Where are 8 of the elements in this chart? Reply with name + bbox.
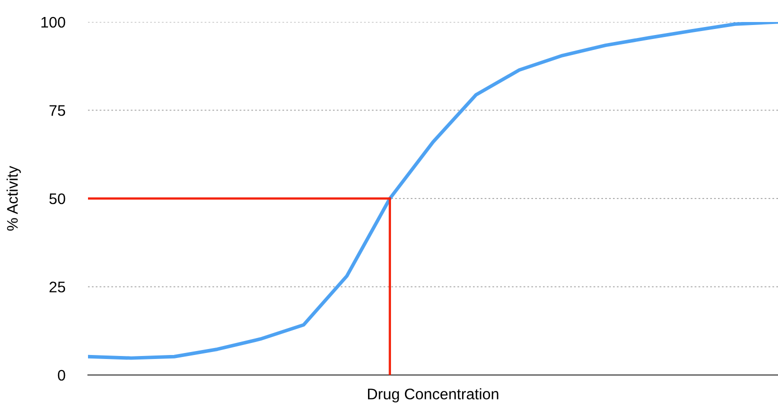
y-tick-label: 25 [50,282,66,292]
line-series [88,22,778,360]
y-tick-label: 75 [50,105,66,116]
y-tick-label: 100 [41,16,66,28]
y-axis-title: % Activity [6,166,21,231]
y-tick-label: 50 [49,193,66,204]
x-axis-title: Drug Concentration [368,388,498,402]
y-tick-label: 0 [58,370,66,381]
